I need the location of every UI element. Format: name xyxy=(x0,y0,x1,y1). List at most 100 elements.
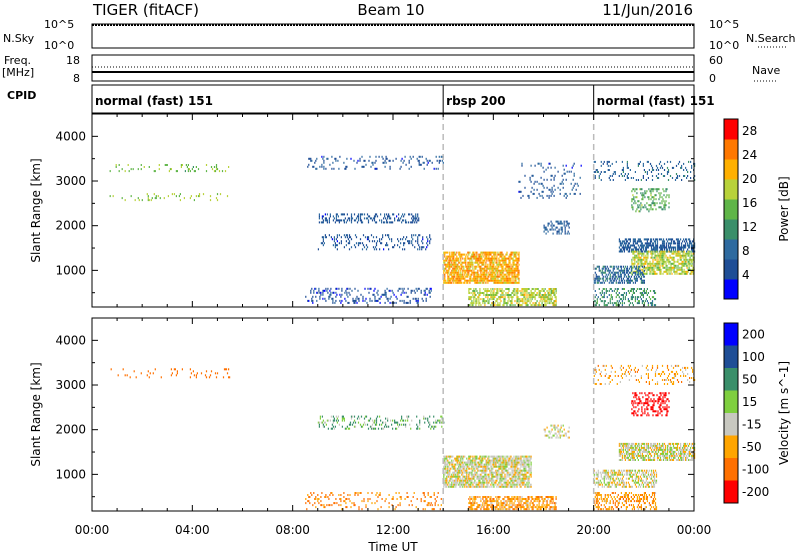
range-cell xyxy=(389,221,391,224)
range-cell xyxy=(375,242,378,245)
range-cell xyxy=(624,238,626,241)
range-cell xyxy=(627,279,629,282)
range-cell xyxy=(402,213,404,216)
range-cell xyxy=(485,273,487,276)
range-cell xyxy=(606,304,608,307)
range-cell xyxy=(348,248,351,251)
range-cell xyxy=(632,271,634,274)
range-cell xyxy=(478,298,480,301)
range-cell xyxy=(646,258,648,261)
range-cell xyxy=(344,217,346,220)
range-cell xyxy=(465,271,467,274)
range-cell xyxy=(420,163,422,166)
range-cell xyxy=(634,258,636,261)
range-cell xyxy=(444,277,446,280)
range-cell xyxy=(655,246,658,249)
range-cell xyxy=(184,170,186,173)
range-cell xyxy=(176,372,178,375)
range-cell xyxy=(625,248,627,251)
range-cell xyxy=(458,475,460,478)
range-cell xyxy=(124,170,126,173)
range-cell xyxy=(501,271,503,274)
range-cell xyxy=(460,459,462,462)
range-cell xyxy=(474,457,476,460)
range-cell xyxy=(656,240,659,243)
range-cell xyxy=(462,459,464,462)
range-cell xyxy=(661,196,663,199)
range-cell xyxy=(424,293,426,296)
range-cell xyxy=(640,264,642,267)
range-cell xyxy=(147,370,149,373)
range-cell xyxy=(457,481,459,484)
range-cell xyxy=(674,246,677,249)
range-cell xyxy=(540,176,542,179)
range-cell xyxy=(344,236,346,239)
range-cell xyxy=(641,258,643,261)
range-cell xyxy=(547,230,549,233)
range-cell xyxy=(647,256,649,259)
range-cell xyxy=(644,248,646,251)
range-cell xyxy=(676,260,678,263)
range-cell xyxy=(473,257,475,260)
range-cell xyxy=(336,293,338,296)
range-cell xyxy=(565,164,567,167)
range-cell xyxy=(665,268,667,271)
range-cell xyxy=(621,160,623,163)
range-cell xyxy=(512,271,514,274)
range-cell xyxy=(507,300,509,303)
range-cell xyxy=(497,469,499,472)
range-cell xyxy=(501,267,503,270)
range-cell xyxy=(386,213,388,216)
range-cell xyxy=(507,273,509,276)
range-cell xyxy=(649,204,651,207)
range-cell xyxy=(663,260,665,263)
range-cell xyxy=(397,504,399,507)
range-cell xyxy=(605,277,607,280)
range-cell xyxy=(340,236,342,239)
range-cell xyxy=(335,299,337,302)
range-cell xyxy=(508,263,510,266)
range-cell xyxy=(637,271,639,274)
range-cell xyxy=(475,255,477,258)
range-cell xyxy=(331,167,333,170)
range-cell xyxy=(652,252,654,255)
range-cell xyxy=(465,275,467,278)
range-cell xyxy=(215,197,218,200)
range-cell xyxy=(639,204,641,207)
range-cell xyxy=(631,294,633,296)
range-cell xyxy=(453,275,455,278)
range-cell xyxy=(640,292,642,294)
range-cell xyxy=(690,270,692,273)
range-cell xyxy=(546,178,548,181)
range-cell xyxy=(479,288,481,290)
range-cell xyxy=(452,279,454,282)
range-cell xyxy=(683,254,685,257)
range-cell xyxy=(679,268,681,271)
range-cell xyxy=(328,221,330,224)
range-cell xyxy=(455,481,457,484)
range-cell xyxy=(516,290,518,292)
range-cell xyxy=(469,473,471,476)
range-cell xyxy=(648,296,650,299)
range-cell xyxy=(192,370,194,373)
range-cell xyxy=(469,463,471,466)
range-cell xyxy=(626,162,628,165)
range-cell xyxy=(419,155,421,158)
nave-tick-top: 60 xyxy=(709,54,723,67)
range-cell xyxy=(644,190,646,193)
range-cell xyxy=(542,294,544,296)
range-cell xyxy=(672,166,675,169)
range-cell xyxy=(631,258,633,261)
range-cell xyxy=(561,228,563,231)
range-cell xyxy=(475,483,477,486)
range-cell xyxy=(480,473,482,476)
range-cell xyxy=(626,248,628,251)
range-cell xyxy=(311,297,313,300)
range-cell xyxy=(471,465,473,468)
range-cell xyxy=(330,291,332,294)
range-cell xyxy=(621,294,623,296)
range-cell xyxy=(656,177,659,179)
range-cell xyxy=(228,368,230,371)
range-cell xyxy=(572,178,574,181)
range-cell xyxy=(631,200,633,203)
